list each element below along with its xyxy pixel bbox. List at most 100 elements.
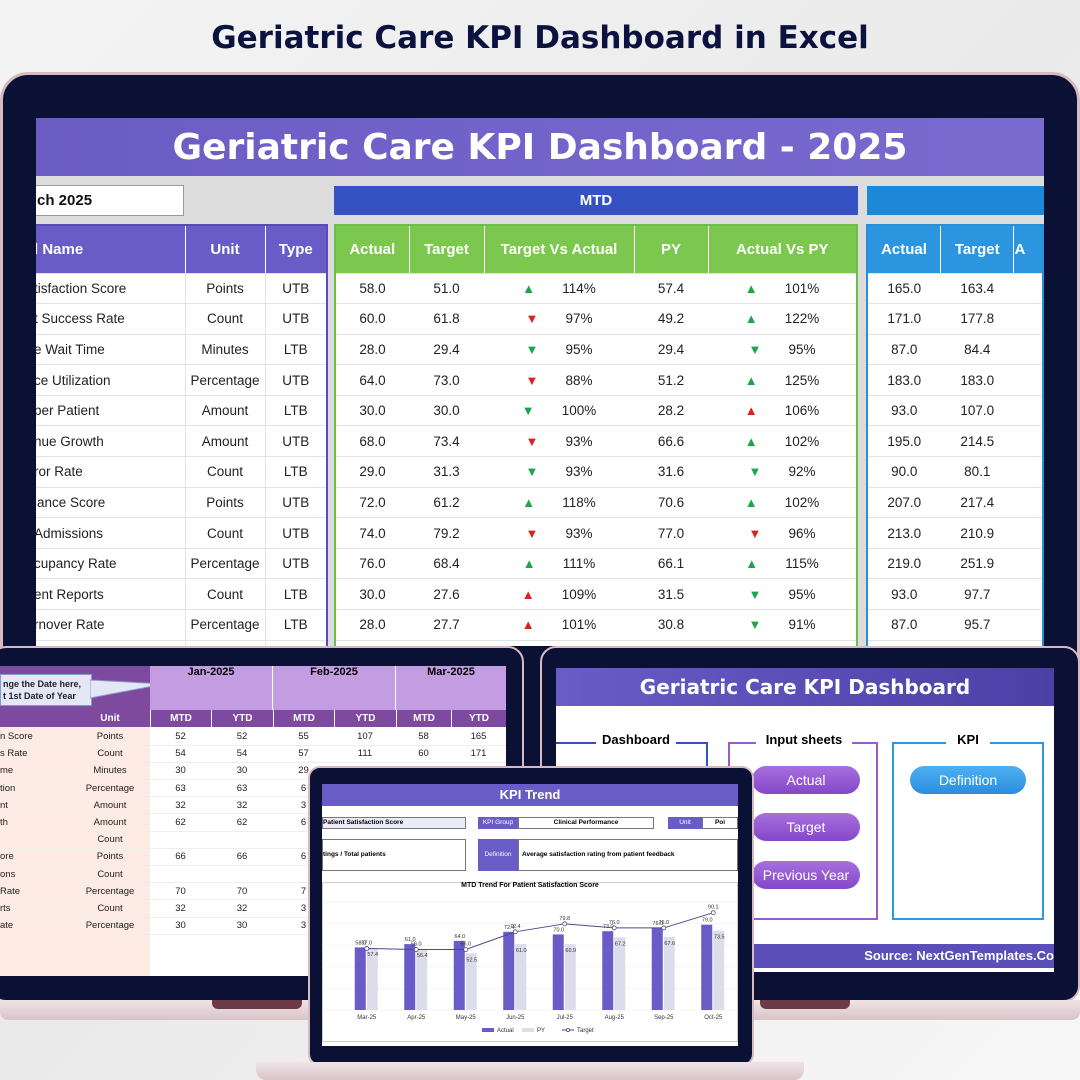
- input-value[interactable]: 66: [150, 848, 211, 867]
- legend-swatch: [482, 1028, 494, 1032]
- input-kpi: s Rate: [0, 745, 70, 763]
- input-value[interactable]: [150, 831, 211, 849]
- actual-bar: [552, 934, 564, 1010]
- target-data-label: 56.0: [411, 942, 422, 948]
- input-value[interactable]: 30: [150, 762, 211, 781]
- input-value[interactable]: 63: [150, 779, 211, 798]
- ytd-row: 165.0 163.4: [867, 273, 1043, 305]
- mtd-actual: 68.0: [335, 425, 409, 458]
- month-jan: Jan-2025: [150, 666, 273, 710]
- input-value[interactable]: [150, 865, 211, 884]
- input-value[interactable]: 52: [211, 728, 273, 746]
- mtd-header: MTD: [334, 186, 858, 215]
- py-bar: [663, 936, 675, 1010]
- input-value[interactable]: 32: [150, 899, 211, 918]
- input-value[interactable]: 171: [451, 745, 506, 763]
- mtd-py: 49.2: [634, 303, 708, 335]
- section-inputs: Input sheets: [756, 732, 852, 747]
- input-value[interactable]: 55: [273, 728, 334, 746]
- input-kpi: ore: [0, 848, 70, 867]
- ytd-row: 213.0 210.9: [867, 517, 1043, 549]
- input-unit: Amount: [70, 813, 150, 832]
- kpi-unit: Count: [185, 456, 266, 488]
- up-arrow-icon: ▲: [522, 494, 536, 510]
- previous-year-button[interactable]: Previous Year: [752, 861, 860, 889]
- input-value[interactable]: 60: [396, 745, 451, 763]
- legend-label: Actual: [497, 1028, 514, 1034]
- kpi-type: UTB: [265, 273, 328, 305]
- input-value[interactable]: 32: [211, 899, 273, 918]
- input-value[interactable]: 30: [211, 917, 273, 935]
- mtd-tva: ▼ 93%: [484, 517, 634, 549]
- x-tick-label: Jun-25: [506, 1015, 525, 1021]
- actual-data-label: 79.0: [702, 918, 713, 924]
- kpi-name: ent Reports: [36, 578, 186, 611]
- mtd-tva: ▼ 95%: [484, 334, 634, 366]
- kpi-row: e Wait Time Minutes LTB: [36, 334, 328, 366]
- input-value[interactable]: 30: [211, 762, 273, 781]
- mtd-target: 31.3: [409, 456, 484, 488]
- kpi-unit: Minutes: [185, 334, 266, 366]
- legend-marker: [565, 1027, 570, 1032]
- target-point: [364, 946, 370, 951]
- kpi-row: tisfaction Score Points UTB: [36, 273, 328, 305]
- input-value[interactable]: 62: [211, 813, 273, 832]
- kpi-type: UTB: [265, 364, 328, 396]
- mtd-avp-header: Actual Vs PY: [708, 225, 858, 274]
- month-selector[interactable]: ch 2025: [36, 185, 184, 216]
- actual-data-label: 76.0: [652, 921, 663, 927]
- month-header-row: Jan-2025 Feb-2025 Mar-2025: [150, 666, 506, 710]
- ytd-actual: 207.0: [867, 487, 941, 519]
- input-value[interactable]: [211, 865, 273, 884]
- kpi-name: t Success Rate: [36, 303, 186, 335]
- target-button[interactable]: Target: [752, 813, 860, 841]
- mtd-py: 57.4: [634, 273, 708, 305]
- input-value[interactable]: 165: [451, 728, 506, 746]
- input-value[interactable]: 30: [150, 917, 211, 935]
- input-value[interactable]: 57: [273, 745, 334, 763]
- input-value[interactable]: 32: [150, 796, 211, 815]
- mtd-avp: ▲ 102%: [708, 487, 857, 519]
- actual-button[interactable]: Actual: [752, 766, 860, 794]
- input-value[interactable]: 70: [150, 882, 211, 901]
- input-value[interactable]: 54: [150, 745, 211, 763]
- ytd-header: [867, 186, 1044, 215]
- input-value[interactable]: 52: [150, 728, 211, 746]
- input-value[interactable]: 70: [211, 882, 273, 901]
- unit-value: Poi: [702, 817, 738, 829]
- kpi-unit: Count: [185, 303, 266, 335]
- down-arrow-icon: ▼: [748, 586, 762, 602]
- definition-button[interactable]: Definition: [910, 766, 1026, 794]
- mtd-avp: ▲ 122%: [708, 303, 857, 335]
- target-point: [611, 925, 617, 931]
- kpi-name: e Wait Time: [36, 334, 186, 366]
- input-value[interactable]: 32: [211, 796, 273, 815]
- kpi-name-select[interactable]: Patient Satisfaction Score: [322, 817, 466, 829]
- mtd-actual: 58.0: [335, 273, 409, 305]
- ytd-row: 219.0 251.9: [867, 548, 1043, 580]
- kpi-row: Admissions Count UTB: [36, 517, 328, 549]
- input-value[interactable]: 111: [334, 745, 396, 763]
- input-value[interactable]: 66: [211, 848, 273, 867]
- down-arrow-icon: ▼: [525, 341, 539, 357]
- input-value[interactable]: 58: [396, 728, 451, 746]
- input-unit: Percentage: [70, 779, 150, 798]
- input-value[interactable]: 107: [334, 728, 396, 746]
- mtd-py: 28.2: [634, 395, 708, 427]
- mtd-row: 64.0 73.0 ▼ 88% 51.2 ▲ 125%: [335, 364, 857, 396]
- mtd-target: 29.4: [409, 334, 484, 366]
- input-value[interactable]: 62: [150, 813, 211, 832]
- target-point: [413, 947, 419, 952]
- input-value[interactable]: [211, 831, 273, 849]
- mtd-tva: ▼ 93%: [484, 425, 634, 458]
- target-point: [661, 925, 667, 931]
- input-value[interactable]: 54: [211, 745, 273, 763]
- section-kpi: KPI: [946, 732, 990, 747]
- input-value[interactable]: 63: [211, 779, 273, 798]
- py-data-label: 73.5: [714, 935, 725, 941]
- mtd-row: 29.0 31.3 ▼ 93% 31.6 ▼ 92%: [335, 456, 857, 488]
- mtd-avp: ▼ 92%: [708, 456, 857, 488]
- target-point: [710, 910, 716, 916]
- py-bar: [614, 937, 626, 1010]
- mtd-row: 76.0 68.4 ▲ 111% 66.1 ▲ 115%: [335, 548, 857, 580]
